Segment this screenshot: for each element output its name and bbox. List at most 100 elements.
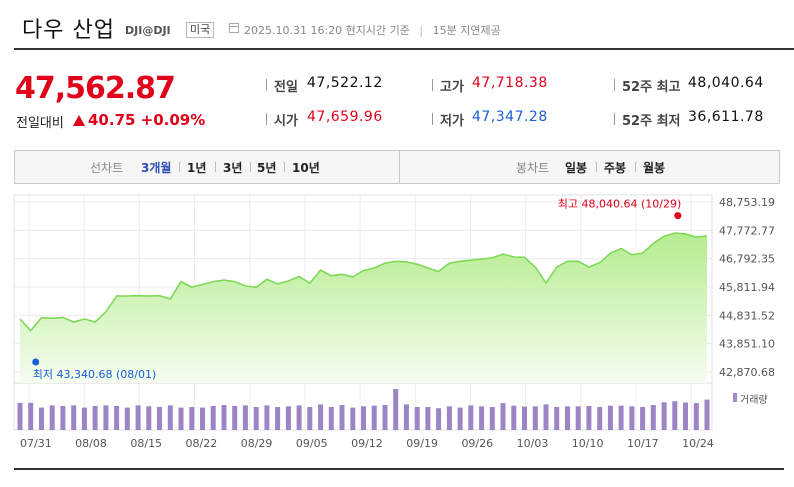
volume-bar: [393, 389, 399, 430]
volume-bar: [683, 402, 688, 430]
volume-bar: [522, 406, 527, 430]
x-tick-label: 08/22: [186, 437, 218, 450]
volume-bar: [232, 406, 238, 430]
change-label: 전일대비: [16, 116, 64, 131]
x-tick-label: 10/10: [572, 437, 604, 450]
stat-divider: [266, 113, 267, 125]
volume-bar: [242, 405, 248, 430]
volume-bar: [532, 406, 538, 430]
tab-3-months[interactable]: 3개월: [141, 161, 172, 175]
volume-bar: [607, 405, 613, 430]
tab-weekly[interactable]: 주봉: [604, 161, 627, 175]
timestamp-line: 2025.10.31 16:20 현지시간 기준 | 15분 지연제공: [244, 22, 501, 38]
tab-monthly[interactable]: 월봉: [643, 161, 666, 175]
52w-low-value: 36,611.78: [688, 109, 764, 125]
volume-bar: [650, 405, 656, 430]
open-value: 47,659.96: [307, 109, 383, 125]
volume-bar: [339, 405, 345, 430]
x-tick-label: 10/17: [627, 437, 659, 450]
tab-10-years[interactable]: 10년: [292, 161, 320, 175]
tab-5-years[interactable]: 5년: [257, 161, 277, 175]
volume-bar: [189, 407, 195, 430]
stat-divider: [614, 79, 615, 91]
stat-divider: [266, 79, 267, 91]
tab-divider: [284, 162, 285, 172]
volume-bar: [425, 407, 431, 430]
x-tick-label: 09/12: [351, 437, 383, 450]
up-triangle-icon: [73, 115, 85, 126]
prev-close-label: 전일: [274, 80, 298, 95]
volume-bar: [371, 405, 377, 430]
timestamp: 2025.10.31 16:20 현지시간 기준: [244, 24, 410, 37]
volume-bar: [92, 406, 98, 430]
volume-bar: [60, 406, 66, 430]
current-price: 47,562.87: [15, 71, 176, 106]
high-annotation: 최고 48,040.64 (10/29): [558, 198, 682, 211]
volume-bar: [350, 407, 356, 430]
y-tick-label: 42,870.68: [719, 366, 775, 379]
tab-1-year[interactable]: 1년: [187, 161, 207, 175]
volume-bar: [597, 407, 603, 430]
x-tick-label: 09/26: [461, 437, 493, 450]
volume-bar: [71, 405, 77, 430]
volume-legend-icon: [733, 393, 737, 402]
volume-bar: [81, 407, 87, 430]
volume-bar: [500, 403, 506, 430]
tab-daily[interactable]: 일봉: [565, 161, 588, 175]
volume-bar: [135, 405, 141, 430]
y-tick-label: 45,811.94: [719, 281, 775, 294]
volume-bar: [200, 407, 205, 430]
low-value: 47,347.28: [472, 109, 548, 125]
volume-bar: [307, 407, 313, 430]
volume-bar: [146, 406, 152, 430]
tab-divider: [215, 162, 216, 172]
volume-bar: [49, 405, 55, 430]
volume-bar: [382, 405, 388, 430]
volume-bar: [489, 407, 495, 430]
y-tick-label: 48,753.19: [719, 196, 775, 209]
volume-bar: [167, 405, 173, 430]
x-tick-label: 08/29: [241, 437, 273, 450]
volume-bar: [586, 406, 592, 430]
y-tick-label: 43,851.10: [719, 338, 775, 351]
volume-bar: [275, 407, 281, 430]
tab-divider: [635, 162, 636, 172]
volume-bar: [210, 406, 216, 430]
divider: |: [419, 24, 424, 37]
volume-legend: 거래량: [740, 395, 768, 406]
volume-bar: [285, 406, 291, 430]
change-value: 40.75 +0.09%: [88, 111, 206, 129]
x-tick-label: 09/05: [296, 437, 328, 450]
volume-bar: [575, 406, 581, 430]
volume-bar: [103, 405, 109, 430]
volume-bar: [157, 407, 162, 430]
volume-bar: [661, 402, 667, 430]
high-marker: [674, 212, 682, 220]
volume-bar: [28, 402, 34, 430]
prev-close-value: 47,522.12: [307, 75, 383, 91]
delay-notice: 15분 지연제공: [432, 24, 501, 37]
tab-bar-divider: [399, 150, 400, 184]
volume-bar: [114, 406, 120, 430]
ticker-code: DJI@DJI: [125, 24, 171, 37]
footer-divider: [14, 468, 784, 470]
volume-bar: [124, 407, 130, 430]
tab-divider: [179, 162, 180, 172]
volume-bar: [629, 406, 635, 430]
stat-divider: [614, 113, 615, 125]
stock-title: 다우 산업: [22, 18, 115, 43]
high-value: 47,718.38: [472, 75, 548, 91]
candle-chart-label: 봉차트: [516, 161, 550, 175]
low-annotation: 최저 43,340.68 (08/01): [33, 368, 157, 381]
volume-bar: [446, 406, 452, 430]
x-tick-label: 10/24: [682, 437, 714, 450]
tab-3-years[interactable]: 3년: [223, 161, 243, 175]
x-tick-label: 10/03: [517, 437, 549, 450]
52w-high-label: 52주 최고: [622, 80, 681, 95]
tab-divider: [596, 162, 597, 172]
x-tick-label: 09/19: [406, 437, 438, 450]
y-tick-label: 46,792.35: [719, 253, 775, 266]
volume-bar: [414, 407, 420, 430]
y-tick-label: 44,831.52: [719, 309, 775, 322]
